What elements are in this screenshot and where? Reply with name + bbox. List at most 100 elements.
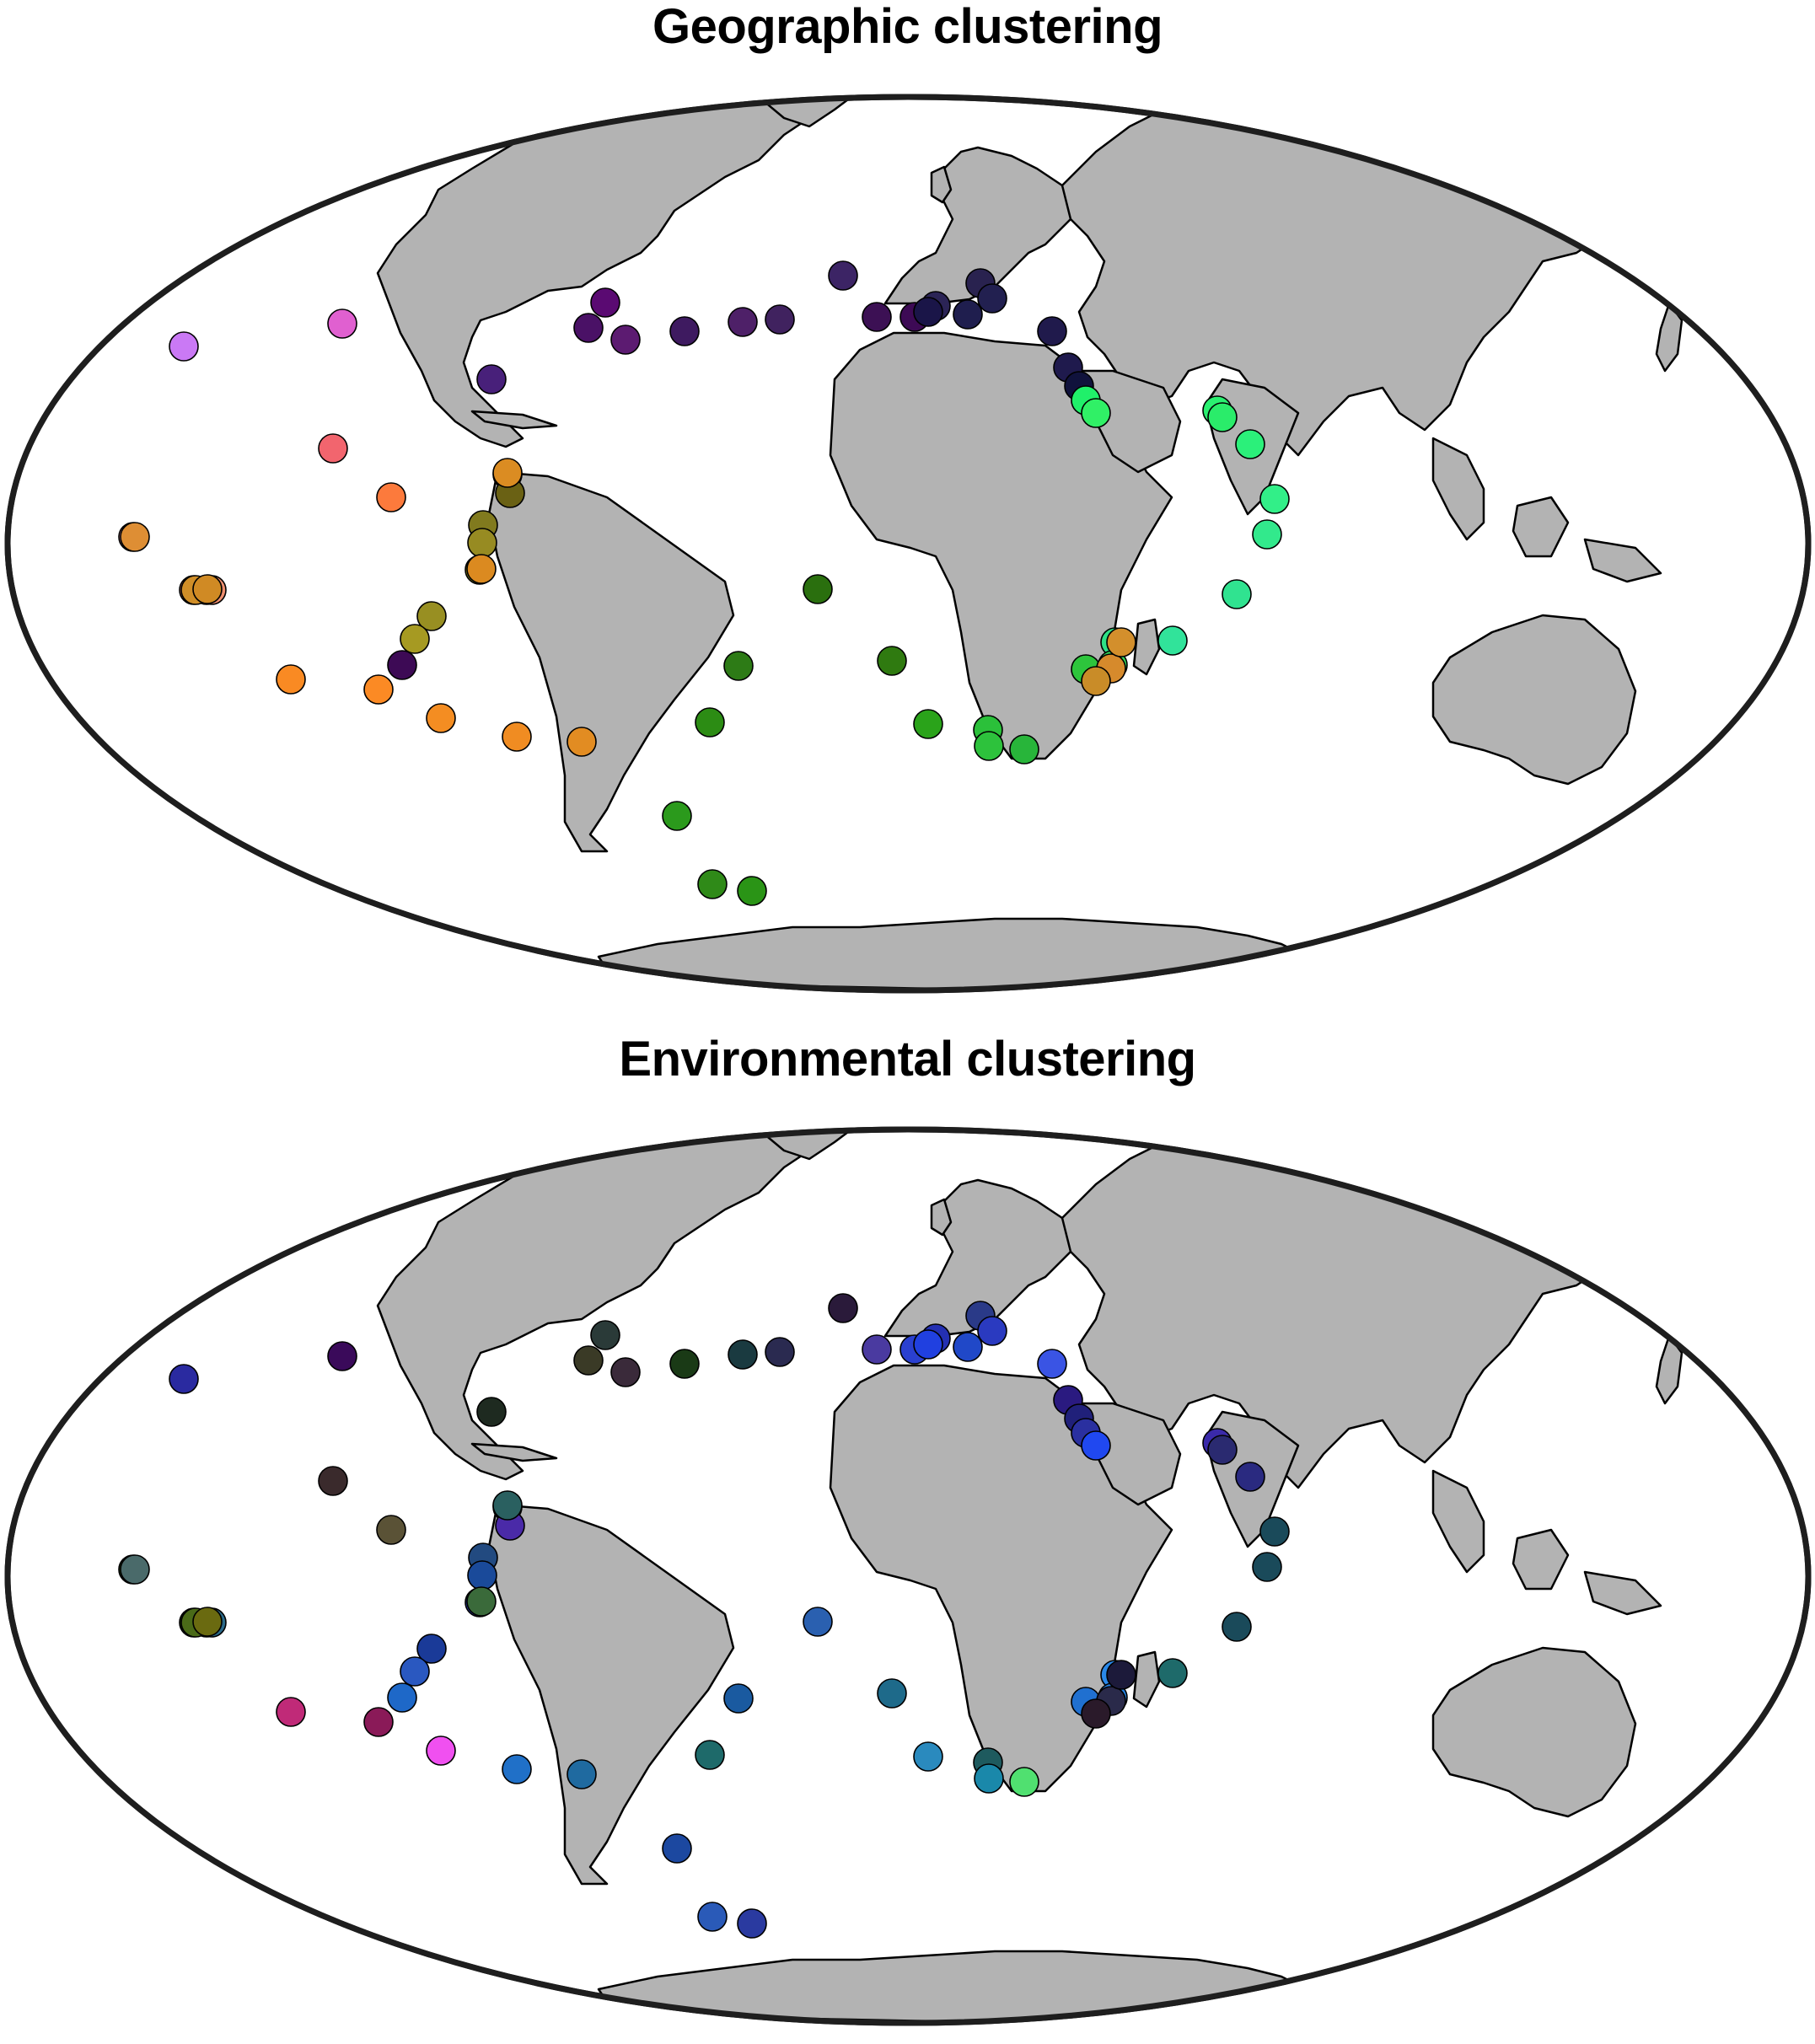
station-marker	[318, 433, 348, 464]
station-marker	[1235, 429, 1265, 459]
station-marker	[387, 650, 417, 680]
map-frame	[4, 1126, 1812, 2026]
station-marker	[492, 458, 523, 488]
station-marker	[877, 646, 907, 676]
station-marker	[913, 1741, 943, 1772]
landmass-new-guinea	[1583, 538, 1662, 583]
station-marker	[1259, 1516, 1290, 1547]
station-marker	[376, 1515, 406, 1545]
station-marker	[426, 703, 456, 733]
station-marker	[669, 1349, 700, 1379]
station-marker	[400, 1656, 430, 1687]
map-frame	[4, 94, 1812, 994]
station-marker	[1037, 316, 1067, 346]
landmass-arabia	[1077, 369, 1182, 474]
station-marker	[276, 664, 306, 695]
station-marker	[877, 1678, 907, 1709]
landmass-australia	[1431, 614, 1637, 786]
station-marker	[318, 1466, 348, 1496]
station-marker	[953, 1332, 983, 1362]
station-marker	[476, 1397, 507, 1427]
map-geometry	[4, 1126, 1812, 2026]
landmass-madagascar	[1132, 1650, 1161, 1709]
station-marker	[1259, 484, 1290, 514]
station-marker	[1235, 1462, 1265, 1492]
station-marker	[974, 1763, 1004, 1794]
station-marker	[466, 554, 497, 584]
station-marker	[192, 1607, 223, 1637]
station-marker	[697, 869, 728, 899]
station-marker	[1081, 398, 1111, 428]
landmass-uk	[930, 1198, 953, 1237]
station-marker	[327, 308, 357, 339]
landmass-cuba	[470, 410, 558, 430]
landmass-borneo	[1512, 1528, 1570, 1591]
station-marker	[977, 283, 1007, 314]
station-marker	[828, 260, 858, 291]
station-marker	[416, 601, 447, 631]
station-marker	[400, 624, 430, 654]
station-marker	[426, 1736, 456, 1766]
station-marker	[376, 482, 406, 512]
station-marker	[1222, 579, 1252, 609]
station-marker	[862, 302, 892, 332]
station-marker	[476, 364, 507, 394]
landmass-new-zealand	[1775, 1764, 1796, 1810]
station-marker	[974, 731, 1004, 761]
station-marker	[1207, 1435, 1238, 1465]
station-marker	[567, 1759, 597, 1789]
station-marker	[467, 1560, 497, 1591]
station-marker	[467, 528, 497, 558]
landmass-greenland	[715, 1132, 887, 1161]
station-marker	[1157, 625, 1188, 656]
station-marker	[913, 709, 943, 739]
station-marker	[502, 1754, 532, 1784]
station-marker	[1106, 1660, 1136, 1690]
landmass-europe	[883, 146, 1081, 305]
station-marker	[862, 1334, 892, 1365]
station-marker	[728, 1339, 758, 1370]
station-marker	[1157, 1658, 1188, 1688]
station-marker	[590, 1320, 620, 1350]
landmass-europe	[883, 1178, 1081, 1338]
landmass-southeast-asia	[1431, 437, 1485, 541]
station-marker	[610, 1357, 641, 1387]
landmass-new-zealand	[1775, 732, 1796, 777]
environmental-clustering-panel: Environmental clustering	[0, 1033, 1815, 2044]
station-marker	[669, 316, 700, 346]
station-marker	[723, 1683, 754, 1714]
station-marker	[1207, 402, 1238, 432]
station-marker	[276, 1697, 306, 1727]
station-marker	[1081, 1430, 1111, 1461]
geographic-clustering-panel: Geographic clustering	[0, 0, 1815, 1011]
station-marker	[1252, 519, 1282, 550]
station-marker	[697, 1902, 728, 1932]
station-marker	[913, 297, 943, 327]
station-marker	[567, 727, 597, 757]
landmass-japan	[1655, 1334, 1683, 1405]
landmass-greenland	[715, 99, 887, 128]
station-marker	[695, 1740, 725, 1770]
map-geometry	[4, 94, 1812, 994]
landmass-new-guinea	[1583, 1570, 1662, 1616]
panel-title: Environmental clustering	[619, 1032, 1196, 1086]
station-marker	[169, 331, 199, 362]
panel-title: Geographic clustering	[652, 0, 1163, 54]
station-marker	[466, 1586, 497, 1617]
station-marker	[695, 707, 725, 738]
station-marker	[1081, 1698, 1111, 1729]
station-marker	[416, 1634, 447, 1664]
station-marker	[737, 876, 767, 906]
sampling-stations	[118, 260, 1290, 906]
station-marker	[737, 1908, 767, 1939]
station-marker	[1009, 734, 1039, 764]
station-marker	[120, 522, 150, 552]
station-marker	[169, 1364, 199, 1394]
station-marker	[828, 1293, 858, 1323]
landmass-uk	[930, 165, 953, 204]
station-marker	[662, 801, 692, 831]
station-marker	[387, 1682, 417, 1713]
station-marker	[728, 307, 758, 337]
station-marker	[977, 1316, 1007, 1346]
landmass-south-america	[487, 470, 735, 853]
